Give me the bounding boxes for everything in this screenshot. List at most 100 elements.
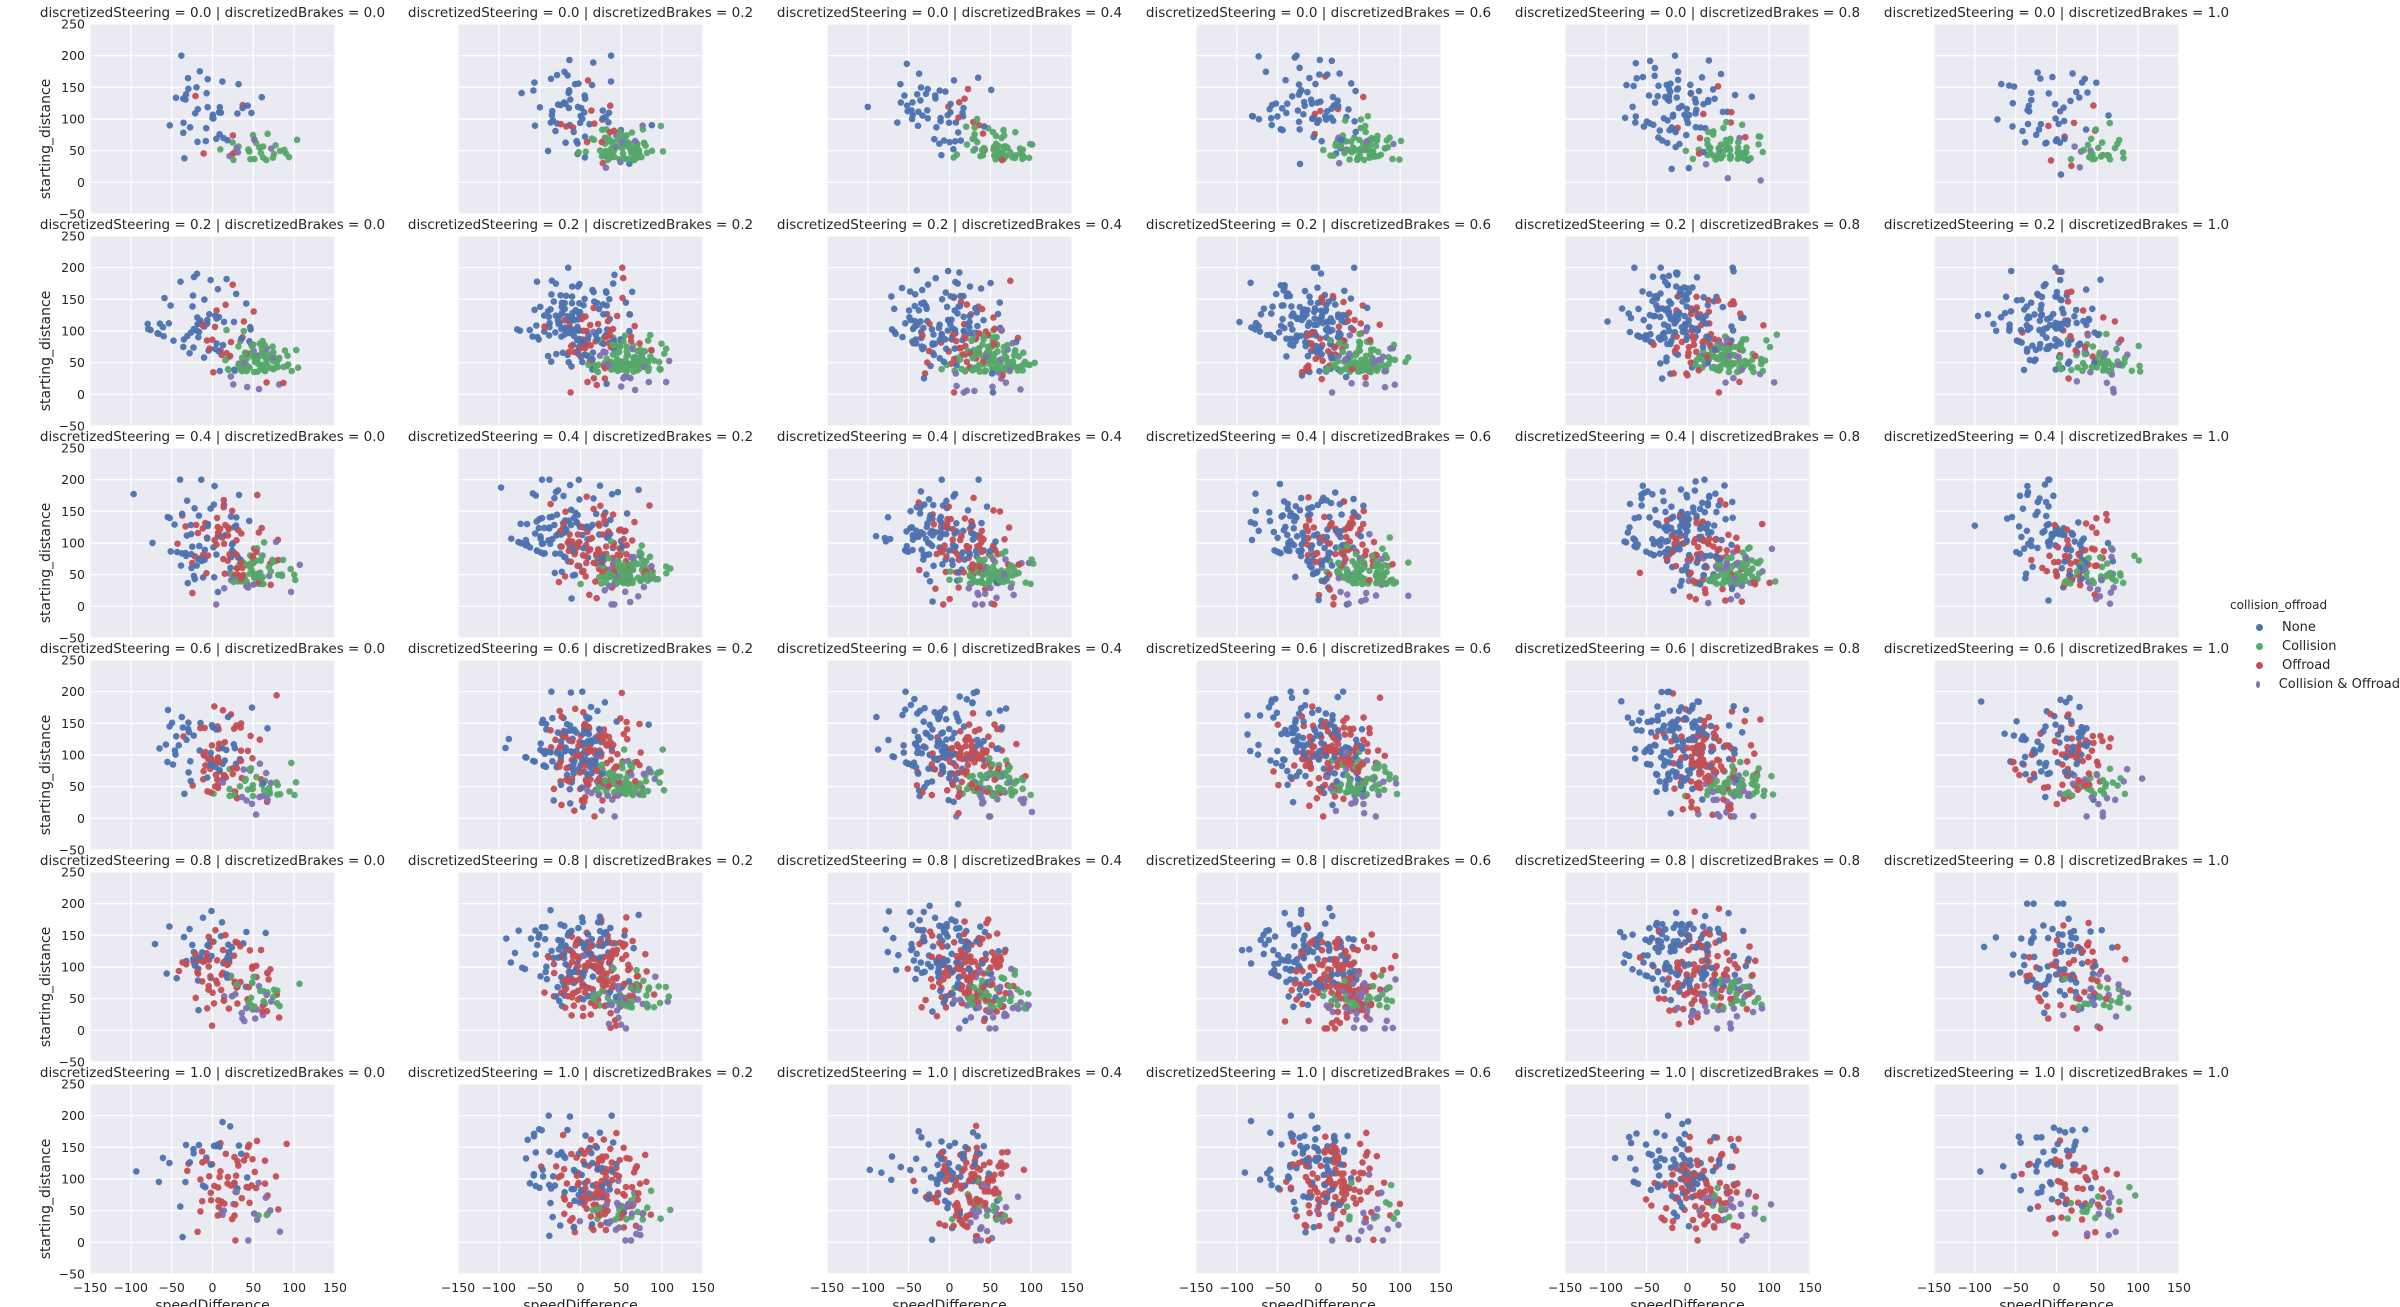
data-point [956,576,963,584]
data-point [1345,106,1352,113]
data-point [2045,122,2052,130]
data-point [230,741,238,748]
data-point [638,550,645,558]
data-point [1702,320,1710,327]
data-point [247,155,254,163]
data-point [1742,133,1749,141]
data-point [2007,308,2015,315]
data-point [996,508,1004,515]
data-point [986,755,993,762]
data-point [182,91,190,98]
data-point [1306,74,1313,82]
data-point [992,140,1000,147]
data-point [200,354,208,361]
data-point [1360,366,1368,374]
data-point [1305,516,1313,524]
data-point [1725,368,1733,376]
panel-title: discretizedSteering = 0.0 | discretizedB… [1146,5,1491,21]
data-point [1350,495,1357,503]
data-point [1363,138,1370,145]
data-point [230,156,237,164]
data-point [580,567,587,575]
data-point [1353,579,1360,587]
data-point [943,520,951,527]
data-point [931,755,938,762]
data-point [963,696,971,703]
data-point [966,572,974,580]
data-point [263,361,271,369]
data-point [2024,315,2031,322]
data-point [541,550,548,557]
data-point [989,128,997,136]
data-point [580,730,587,737]
data-point [583,493,590,501]
data-point [226,352,234,360]
data-point [628,129,636,136]
data-point [1322,116,1330,123]
data-point [1632,543,1639,550]
panel-title: discretizedSteering = 0.2 | discretizedB… [1146,217,1491,233]
data-point [968,780,975,788]
data-point [2082,520,2090,527]
data-point [2024,482,2031,490]
data-point [574,283,582,290]
data-point [995,570,1002,578]
data-point [552,127,559,135]
data-point [975,344,983,352]
data-point [1676,529,1684,537]
data-point [2060,117,2068,125]
data-point [1337,588,1344,596]
data-point [912,527,920,534]
data-point [2028,556,2035,564]
data-point [169,761,177,768]
data-point [1306,293,1313,301]
data-point [567,389,574,396]
panel-title: discretizedSteering = 0.0 | discretizedB… [40,5,385,21]
data-point [592,510,600,518]
data-point [196,542,203,550]
data-point [1698,74,1706,81]
data-point [206,345,213,352]
data-point [195,333,202,341]
data-point [944,267,952,275]
data-point [240,318,248,325]
data-point [890,305,898,313]
data-point [1345,600,1352,607]
data-point [1374,348,1382,356]
data-point [207,755,215,763]
data-point [1345,309,1353,317]
data-point [1752,352,1759,360]
data-point [973,736,981,744]
data-point [580,301,587,309]
data-point [991,601,998,608]
y-tick-label: 150 [61,716,85,731]
data-point [264,796,271,803]
data-point [1666,298,1673,305]
data-point [648,346,655,354]
data-point [940,358,948,366]
data-point [292,779,300,786]
data-point [985,710,993,717]
data-point [571,807,578,814]
data-point [647,353,654,361]
data-point [606,102,614,109]
data-point [1646,57,1654,65]
data-point [2087,135,2095,143]
data-point [1744,545,1752,552]
data-point [593,594,600,602]
data-point [2010,83,2018,90]
data-point [937,528,944,536]
data-point [920,718,927,725]
data-point [1005,524,1013,531]
data-point [569,572,577,579]
data-point [978,527,986,535]
data-point [1360,93,1367,101]
data-point [1658,375,1666,382]
data-point [2073,568,2081,575]
data-point [1295,81,1303,88]
data-point [955,809,962,817]
data-point [946,770,954,777]
data-point [646,553,654,561]
data-point [1356,136,1363,144]
data-point [971,387,978,395]
